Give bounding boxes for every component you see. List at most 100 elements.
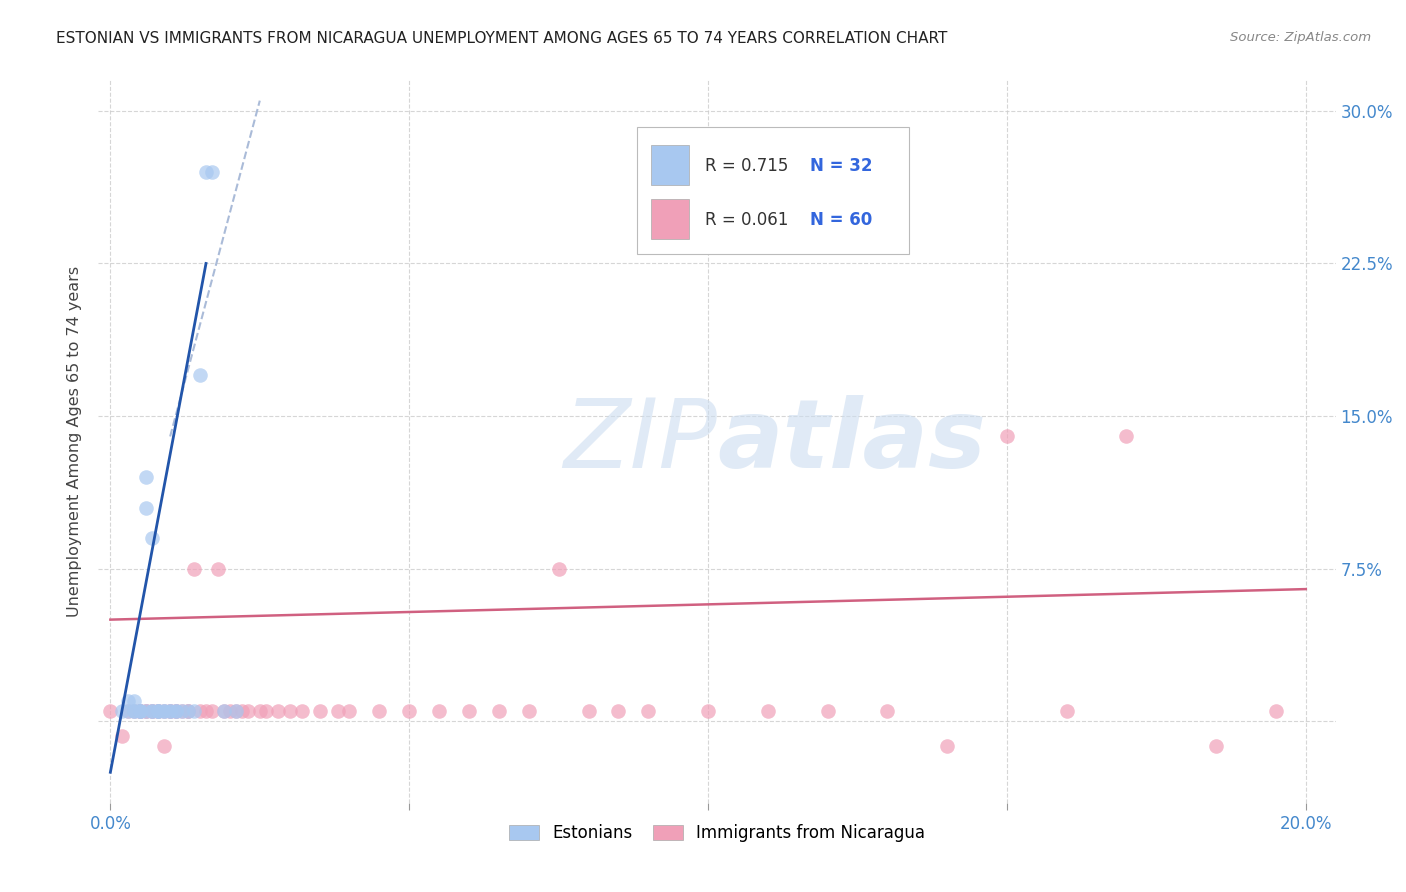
Text: atlas: atlas [717, 395, 986, 488]
Point [117, 694, 139, 708]
Point [117, 704, 139, 718]
Point [159, 704, 181, 718]
Point [177, 704, 200, 718]
FancyBboxPatch shape [651, 200, 689, 239]
Point [1264, 704, 1286, 718]
Point [398, 704, 420, 718]
Point [249, 704, 271, 718]
Text: R = 0.061: R = 0.061 [704, 211, 787, 228]
Point [183, 562, 205, 576]
Point [172, 704, 194, 718]
Point [876, 704, 898, 718]
Point [148, 704, 170, 718]
Y-axis label: Unemployment Among Ages 65 to 74 years: Unemployment Among Ages 65 to 74 years [67, 266, 83, 617]
Point [100, 704, 122, 718]
FancyBboxPatch shape [651, 145, 689, 185]
Point [165, 704, 187, 718]
Point [458, 704, 481, 718]
Point [231, 704, 253, 718]
Point [124, 704, 146, 718]
Point [1056, 704, 1078, 718]
Text: N = 60: N = 60 [810, 211, 872, 228]
Point [148, 704, 170, 718]
Point [291, 704, 314, 718]
Point [135, 470, 157, 484]
Point [135, 704, 157, 718]
Text: ZIP: ZIP [564, 395, 717, 488]
Point [141, 704, 163, 718]
Point [135, 704, 157, 718]
Point [129, 704, 152, 718]
Point [254, 704, 277, 718]
Point [195, 704, 218, 718]
Point [129, 704, 152, 718]
Point [111, 729, 134, 743]
Point [195, 165, 218, 179]
Point [547, 562, 569, 576]
Point [141, 704, 163, 718]
Point [607, 704, 630, 718]
Point [124, 704, 146, 718]
Point [153, 704, 176, 718]
Point [339, 704, 361, 718]
Point [427, 704, 450, 718]
Point [637, 704, 659, 718]
Point [141, 531, 163, 545]
Point [488, 704, 510, 718]
Legend: Estonians, Immigrants from Nicaragua: Estonians, Immigrants from Nicaragua [502, 817, 932, 848]
Point [326, 704, 349, 718]
Point [153, 739, 176, 753]
Point [212, 704, 235, 718]
Point [1115, 429, 1137, 443]
Point [159, 704, 181, 718]
Point [135, 500, 157, 515]
Point [148, 704, 170, 718]
Point [936, 739, 959, 753]
Point [517, 704, 540, 718]
Point [188, 368, 211, 383]
Point [165, 704, 187, 718]
Point [177, 704, 200, 718]
Point [177, 704, 200, 718]
Point [165, 704, 187, 718]
Point [578, 704, 600, 718]
Point [153, 704, 176, 718]
Point [129, 704, 152, 718]
Text: R = 0.715: R = 0.715 [704, 156, 787, 175]
Point [124, 694, 146, 708]
Point [267, 704, 290, 718]
Point [368, 704, 391, 718]
Text: N = 32: N = 32 [810, 156, 872, 175]
Text: ESTONIAN VS IMMIGRANTS FROM NICARAGUA UNEMPLOYMENT AMONG AGES 65 TO 74 YEARS COR: ESTONIAN VS IMMIGRANTS FROM NICARAGUA UN… [56, 31, 948, 46]
Point [148, 704, 170, 718]
Point [207, 562, 229, 576]
Point [236, 704, 259, 718]
Point [278, 704, 301, 718]
Point [817, 704, 839, 718]
Point [141, 704, 163, 718]
Point [219, 704, 242, 718]
Point [129, 704, 152, 718]
Point [135, 704, 157, 718]
Point [153, 704, 176, 718]
Point [188, 704, 211, 718]
Point [225, 704, 247, 718]
Point [183, 704, 205, 718]
Point [697, 704, 720, 718]
Point [225, 704, 247, 718]
Point [212, 704, 235, 718]
Point [159, 704, 181, 718]
Point [201, 704, 224, 718]
Point [129, 704, 152, 718]
Point [117, 704, 139, 718]
Point [159, 704, 181, 718]
Point [995, 429, 1018, 443]
Point [141, 704, 163, 718]
Point [124, 704, 146, 718]
Text: Source: ZipAtlas.com: Source: ZipAtlas.com [1230, 31, 1371, 45]
Point [111, 704, 134, 718]
Point [172, 704, 194, 718]
Point [201, 165, 224, 179]
Point [756, 704, 779, 718]
Point [165, 704, 187, 718]
